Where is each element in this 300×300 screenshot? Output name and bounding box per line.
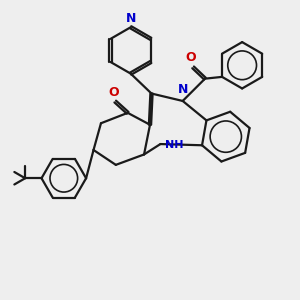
Text: N: N [125, 12, 136, 25]
Text: N: N [178, 82, 188, 96]
Text: NH: NH [164, 140, 183, 150]
Text: O: O [108, 86, 119, 99]
Text: O: O [185, 51, 196, 64]
